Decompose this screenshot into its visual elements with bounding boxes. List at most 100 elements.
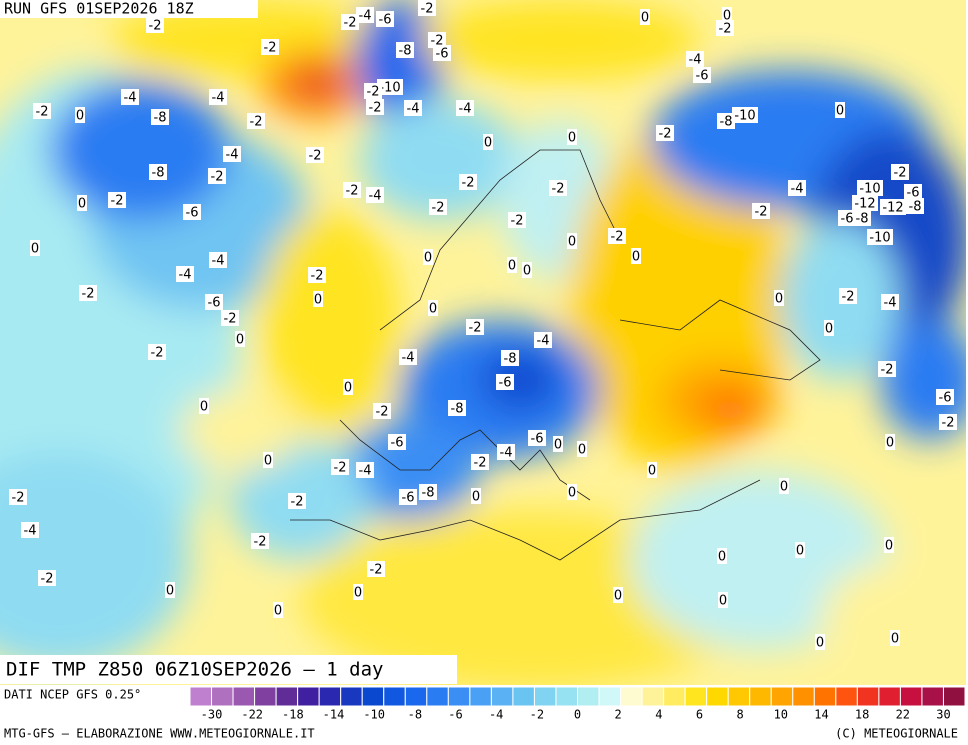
label-box	[209, 89, 227, 105]
colorbar-swatch	[426, 686, 449, 707]
contour-label: 0	[816, 636, 824, 651]
colorbar-tick-label: -30	[201, 708, 223, 722]
label-box	[815, 634, 825, 650]
label-box	[121, 89, 139, 105]
label-box	[77, 195, 87, 211]
label-box	[247, 113, 265, 129]
label-box	[341, 14, 359, 30]
contour-label: -4	[402, 351, 415, 366]
contour-label: -2	[659, 127, 672, 142]
contour-label: -12	[854, 197, 875, 212]
colorbar-swatch	[189, 686, 213, 707]
colorbar-tick-label: 0	[574, 708, 581, 722]
label-box	[686, 51, 704, 67]
label-box	[343, 182, 361, 198]
contour-label: -4	[212, 254, 225, 269]
label-box	[223, 146, 241, 162]
colorbar-swatch	[275, 686, 299, 707]
label-box	[373, 403, 391, 419]
contour-label: 0	[354, 586, 362, 601]
coastlines	[290, 149, 821, 561]
contour-label: -8	[154, 111, 167, 126]
contour-label: 0	[568, 486, 576, 501]
colorbar-tick-label: 2	[615, 708, 622, 722]
label-box	[884, 537, 894, 553]
label-box	[399, 489, 417, 505]
contour-label: 0	[578, 443, 586, 458]
label-box	[795, 542, 805, 558]
label-box	[567, 233, 577, 249]
colorbar: -30 -22 -18 -14 -10 -8 -6 -4 -2 0 2 4 6 8 10 14 18 22 30	[189, 686, 966, 722]
contour-label: 0	[31, 242, 39, 257]
contour-label: -8	[909, 200, 922, 215]
contour-label: -2	[474, 456, 487, 471]
colorbar-swatch	[318, 686, 342, 707]
contour-label: -2	[370, 563, 383, 578]
contour-label: -10	[379, 81, 400, 96]
contour-label: -6	[499, 376, 512, 391]
label-box	[613, 587, 623, 603]
colorbar-swatch	[641, 686, 665, 707]
colorbar-swatch	[727, 686, 751, 707]
contour-label: 0	[344, 381, 352, 396]
label-box	[366, 99, 384, 115]
contour-label: -2	[311, 269, 324, 284]
label-box	[528, 430, 546, 446]
label-box	[904, 184, 922, 200]
label-box	[459, 174, 477, 190]
label-box	[377, 79, 403, 95]
colorbar-swatch	[792, 686, 815, 707]
label-box	[367, 561, 385, 577]
label-box	[881, 294, 899, 310]
label-box	[779, 478, 789, 494]
label-box	[891, 164, 909, 180]
contour-label: -2	[111, 194, 124, 209]
label-box	[429, 199, 447, 215]
label-box	[656, 125, 674, 141]
contour-label: -6	[186, 206, 199, 221]
label-box	[176, 266, 194, 282]
colorbar-swatch	[232, 686, 256, 707]
colorbar-tick-label: 10	[774, 708, 788, 722]
colorbar-swatch	[490, 686, 514, 707]
colorbar-tick-label: -14	[323, 708, 345, 722]
colorbar-swatch	[512, 686, 535, 707]
contour-label: -2	[469, 321, 482, 336]
colorbar-swatch	[749, 686, 772, 707]
colorbar-tick-label: -18	[282, 708, 304, 722]
label-box	[165, 582, 175, 598]
label-box	[356, 7, 374, 23]
label-box	[567, 484, 577, 500]
contour-label: 0	[236, 333, 244, 348]
contour-label: -8	[856, 212, 869, 227]
label-box	[404, 100, 422, 116]
contour-label: -8	[152, 166, 165, 181]
colorbar-tick-label: -4	[489, 708, 503, 722]
colorbar-swatch	[620, 686, 643, 707]
colorbar-swatch	[856, 686, 880, 707]
label-box	[852, 195, 878, 211]
label-box	[631, 248, 641, 264]
contour-label: -4	[407, 102, 420, 117]
label-box	[788, 180, 806, 196]
footer-right: (C) METEOGIORNALE	[835, 727, 958, 741]
label-box	[939, 414, 957, 430]
label-box	[936, 389, 954, 405]
label-box	[33, 103, 51, 119]
colorbar-swatch	[297, 686, 320, 707]
colorbar-swatch	[706, 686, 729, 707]
footer-left: MTG-GFS – ELABORAZIONE WWW.METEOGIORNALE…	[4, 727, 315, 741]
label-box	[722, 7, 732, 23]
label-box	[456, 100, 474, 116]
label-box	[717, 548, 727, 564]
colorbar-swatch	[770, 686, 794, 707]
contour-label: -2	[842, 290, 855, 305]
colorbar-swatch	[533, 686, 557, 707]
label-box	[148, 344, 166, 360]
contour-label: 0	[780, 480, 788, 495]
contour-label: -2	[376, 405, 389, 420]
colorbar-tick-label: -6	[448, 708, 462, 722]
contour-label: -4	[212, 91, 225, 106]
